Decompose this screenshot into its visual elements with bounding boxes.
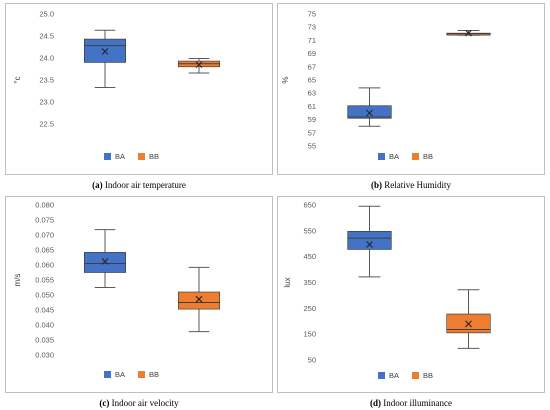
y-tick-label: 71 xyxy=(308,36,316,45)
box-iqr xyxy=(347,231,392,250)
box-iqr xyxy=(84,252,126,273)
legend-label-ba: BA xyxy=(115,370,125,379)
y-tick-label: 0.050 xyxy=(35,291,54,300)
legend-label-ba: BA xyxy=(389,152,399,161)
y-tick-label: 25.0 xyxy=(39,10,54,19)
chart-panel-b: 75 73 71 69 67 65 63 61 59 57 55% BA BB xyxy=(277,3,545,175)
caption-b: (b) Relative Humidity xyxy=(277,180,545,190)
y-tick-label: 65 xyxy=(308,76,316,85)
legend-swatch-ba xyxy=(104,371,111,378)
caption-text-d: Indoor illuminance xyxy=(381,398,452,408)
mean-marker xyxy=(465,320,472,328)
mean-marker xyxy=(101,258,109,265)
y-tick-label: 0.035 xyxy=(35,336,54,345)
y-tick-label: 0.045 xyxy=(35,306,54,315)
caption-letter-b: (b) xyxy=(371,180,382,190)
box-bb xyxy=(446,29,491,37)
box-ba xyxy=(347,205,392,278)
legend-label-bb: BB xyxy=(149,152,159,161)
y-tick-label: 55 xyxy=(308,142,316,151)
chart-svg-b: 75 73 71 69 67 65 63 61 59 57 55% BA BB xyxy=(281,10,491,161)
caption-text-b: Relative Humidity xyxy=(382,180,451,190)
box-iqr xyxy=(347,105,392,119)
mean-marker xyxy=(195,61,203,68)
y-tick-label: 23.5 xyxy=(39,76,54,85)
legend-swatch-ba xyxy=(104,153,111,160)
y-tick-label: 67 xyxy=(308,62,316,71)
chart-svg-c: 0.080 0.075 0.070 0.065 0.060 0.055 0.050 0.045… xyxy=(13,201,220,379)
mean-marker xyxy=(465,29,472,37)
caption-text-c: Indoor air velocity xyxy=(109,398,179,408)
y-tick-label: 450 xyxy=(303,252,316,261)
box-bb xyxy=(178,57,220,74)
chart-panel-a: 25.0 24.5 24.0 23.5 23.0 22.5 °c BA BB xyxy=(5,3,273,175)
box-ba xyxy=(347,87,392,127)
legend-label-ba: BA xyxy=(389,371,399,380)
box-iqr xyxy=(178,291,220,310)
y-tick-label: 350 xyxy=(303,278,316,287)
legend-swatch-bb xyxy=(138,371,145,378)
box-ba xyxy=(84,229,126,288)
y-tick-label: 0.030 xyxy=(35,351,54,360)
box-bb xyxy=(178,266,220,333)
y-tick-label: 550 xyxy=(303,226,316,235)
legend-label-bb: BB xyxy=(149,370,159,379)
legend-label-bb: BB xyxy=(423,371,433,380)
y-tick-label: 0.070 xyxy=(35,231,54,240)
y-tick-label: 63 xyxy=(308,89,316,98)
y-tick-label: 22.5 xyxy=(39,120,54,129)
y-tick-label: 150 xyxy=(303,330,316,339)
y-tick-label: 59 xyxy=(308,115,316,124)
y-tick-label: 75 xyxy=(308,10,316,19)
y-axis-label: °c xyxy=(13,76,22,83)
caption-a: (a) Indoor air temperature xyxy=(5,180,273,190)
y-tick-label: 0.040 xyxy=(35,321,54,330)
y-tick-label: 73 xyxy=(308,23,316,32)
chart-panel-d: 650 550 450 350 250 150 50 lux BA BB xyxy=(277,196,545,393)
y-tick-label: 61 xyxy=(308,102,316,111)
y-axis-label: lux xyxy=(283,277,292,287)
y-tick-label: 23.0 xyxy=(39,98,54,107)
legend-swatch-ba xyxy=(378,153,385,160)
caption-letter-c: (c) xyxy=(99,398,110,408)
y-tick-label: 50 xyxy=(308,356,316,365)
mean-marker xyxy=(195,295,203,303)
chart-panel-c: 0.080 0.075 0.070 0.065 0.060 0.055 0.050 0.045… xyxy=(5,196,273,393)
caption-text-a: Indoor air temperature xyxy=(102,180,186,190)
caption-c: (c) Indoor air velocity xyxy=(5,398,273,408)
caption-d: (d) Indoor illuminance xyxy=(277,398,545,408)
y-tick-label: 0.055 xyxy=(35,276,54,285)
caption-letter-a: (a) xyxy=(92,180,103,190)
box-bb xyxy=(446,289,491,349)
y-axis-label: m/s xyxy=(13,274,22,287)
y-tick-label: 57 xyxy=(308,128,316,137)
box-ba xyxy=(84,29,126,88)
y-tick-label: 0.075 xyxy=(35,216,54,225)
legend-swatch-bb xyxy=(412,372,419,379)
y-tick-label: 24.0 xyxy=(39,54,54,63)
legend-swatch-ba xyxy=(378,372,385,379)
legend-label-ba: BA xyxy=(115,152,125,161)
chart-svg-d: 650 550 450 350 250 150 50 lux BA BB xyxy=(283,201,491,380)
legend-swatch-bb xyxy=(138,153,145,160)
y-axis-label: % xyxy=(281,76,290,83)
y-tick-label: 24.5 xyxy=(39,32,54,41)
mean-marker xyxy=(366,109,373,117)
y-tick-label: 250 xyxy=(303,304,316,313)
y-tick-label: 0.080 xyxy=(35,201,54,210)
y-tick-label: 0.065 xyxy=(35,246,54,255)
chart-svg-a: 25.0 24.5 24.0 23.5 23.0 22.5 °c BA BB xyxy=(13,10,220,161)
mean-marker xyxy=(366,241,373,248)
legend-label-bb: BB xyxy=(423,152,433,161)
y-tick-label: 69 xyxy=(308,49,316,58)
mean-marker xyxy=(101,48,109,55)
legend-swatch-bb xyxy=(412,153,419,160)
y-tick-label: 650 xyxy=(303,201,316,210)
y-tick-label: 0.060 xyxy=(35,261,54,270)
caption-letter-d: (d) xyxy=(370,398,381,408)
